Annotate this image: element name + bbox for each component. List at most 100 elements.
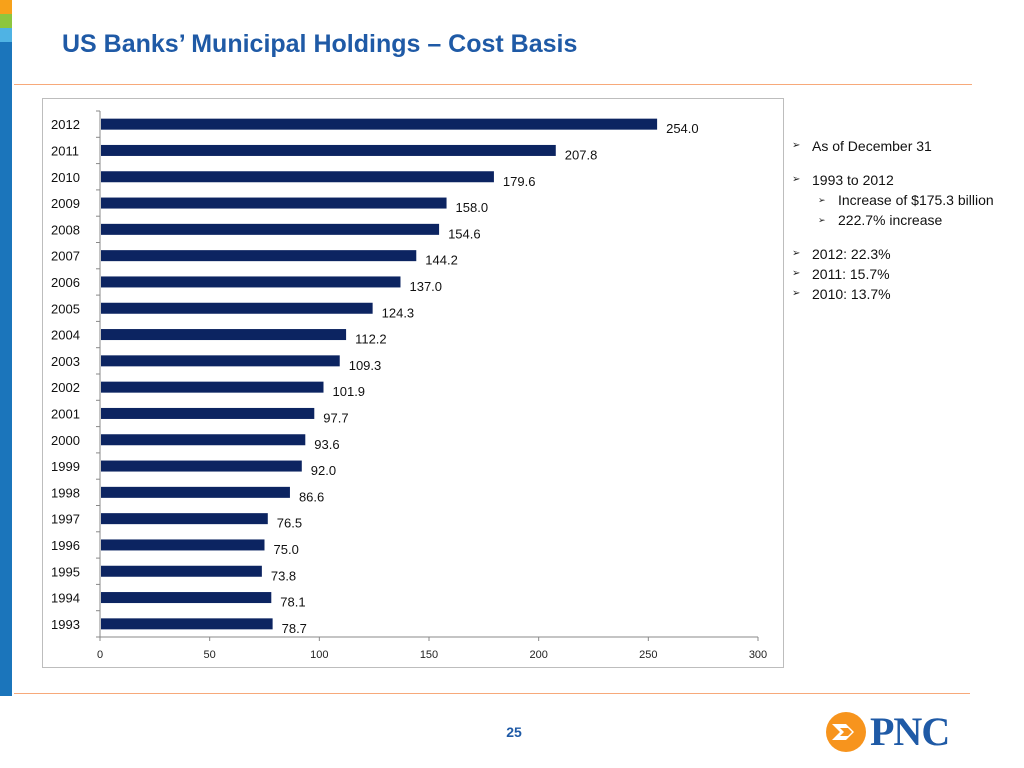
- data-label: 76.5: [277, 516, 302, 531]
- bar: [101, 302, 373, 314]
- data-label: 112.2: [355, 332, 387, 347]
- x-tick-label: 100: [310, 649, 328, 661]
- data-label: 207.8: [565, 147, 598, 162]
- x-tick-label: 200: [529, 649, 547, 661]
- bar: [101, 565, 262, 577]
- arrow-bullet-icon: ➢: [792, 174, 801, 185]
- category-label: 2002: [51, 380, 80, 395]
- bullet-spacer: [792, 230, 1020, 244]
- category-label: 2006: [51, 275, 80, 290]
- arrow-bullet-icon: ➢: [792, 248, 801, 259]
- chart-frame: 0 50 100 150 200 250 300 2012 254.0 2011 207.8 2010…: [42, 98, 784, 668]
- bar: [101, 171, 494, 183]
- category-label: 1994: [51, 591, 80, 606]
- category-label: 2000: [51, 433, 80, 448]
- sub-bullet-item: ➢ Increase of $175.3 billion: [818, 190, 1020, 210]
- bar: [101, 144, 556, 156]
- bar-chart: 0 50 100 150 200 250 300 2012 254.0 2011 207.8 2010…: [51, 110, 767, 661]
- arrow-bullet-icon: ➢: [792, 288, 801, 299]
- category-label: 2003: [51, 354, 80, 369]
- arrow-bullet-icon: ➢: [818, 195, 826, 205]
- pnc-logo: PNC: [824, 708, 974, 758]
- category-label: 1996: [51, 538, 80, 553]
- pnc-logo-icon: [826, 712, 866, 752]
- x-tick-label: 0: [97, 649, 103, 661]
- category-label: 2012: [51, 117, 80, 132]
- category-label: 1995: [51, 564, 80, 579]
- bar: [101, 460, 302, 472]
- bullet-item: ➢ 1993 to 2012: [792, 170, 1020, 190]
- bar: [101, 223, 440, 235]
- bullet-text: 2011: 15.7%: [812, 266, 890, 282]
- bar: [101, 486, 290, 498]
- category-label: 2008: [51, 222, 80, 237]
- data-label: 73.8: [271, 568, 296, 583]
- title-divider: [14, 84, 972, 85]
- bullet-text: As of December 31: [812, 138, 932, 154]
- bullet-text: 222.7% increase: [838, 212, 943, 228]
- bar: [101, 197, 447, 209]
- bullet-item: ➢ As of December 31: [792, 136, 1020, 156]
- category-label: 2010: [51, 170, 80, 185]
- bullet-text: 1993 to 2012: [812, 172, 894, 188]
- category-label: 1999: [51, 459, 80, 474]
- category-label: 2001: [51, 406, 80, 421]
- data-label: 78.1: [280, 595, 305, 610]
- data-label: 92.0: [311, 463, 336, 478]
- category-label: 1998: [51, 485, 80, 500]
- bar: [101, 513, 268, 525]
- arrow-bullet-icon: ➢: [792, 268, 801, 279]
- data-label: 144.2: [425, 253, 458, 268]
- category-label: 2009: [51, 196, 80, 211]
- bullet-spacer: [792, 156, 1020, 170]
- bar: [101, 539, 265, 551]
- x-tick-label: 250: [639, 649, 657, 661]
- accent-block-blue: [0, 28, 12, 42]
- bullet-item: ➢ 2010: 13.7%: [792, 284, 1020, 304]
- data-label: 97.7: [323, 410, 348, 425]
- data-label: 254.0: [666, 121, 699, 136]
- bar: [101, 381, 324, 393]
- bar: [101, 355, 340, 367]
- bar: [101, 276, 401, 288]
- category-label: 2005: [51, 301, 80, 316]
- bar: [101, 118, 658, 130]
- bar: [101, 250, 417, 262]
- data-label: 137.0: [409, 279, 442, 294]
- bullet-text: 2012: 22.3%: [812, 246, 891, 262]
- data-label: 101.9: [333, 384, 366, 399]
- bar: [101, 618, 273, 630]
- bullet-item: ➢ 2011: 15.7%: [792, 264, 1020, 284]
- data-label: 86.6: [299, 489, 324, 504]
- arrow-bullet-icon: ➢: [818, 215, 826, 225]
- data-label: 124.3: [382, 305, 415, 320]
- page-number: 25: [506, 724, 522, 740]
- data-label: 154.6: [448, 226, 481, 241]
- data-label: 78.7: [282, 621, 307, 636]
- bar: [101, 407, 315, 419]
- x-tick-label: 150: [420, 649, 438, 661]
- data-label: 179.6: [503, 174, 536, 189]
- x-tick-label: 50: [204, 649, 216, 661]
- slide-title: US Banks’ Municipal Holdings – Cost Basi…: [62, 30, 578, 58]
- accent-block-green: [0, 14, 12, 28]
- x-tick-label: 300: [749, 649, 767, 661]
- data-label: 158.0: [456, 200, 489, 215]
- left-accent-bar: [0, 0, 12, 696]
- category-label: 1993: [51, 617, 80, 632]
- bullet-list: ➢ As of December 31 ➢ 1993 to 2012 ➢ Increase…: [792, 136, 1020, 304]
- logo-text: PNC: [870, 709, 950, 754]
- bar: [101, 329, 347, 341]
- sub-bullet-item: ➢ 222.7% increase: [818, 210, 1020, 230]
- bullet-item: ➢ 2012: 22.3%: [792, 244, 1020, 264]
- category-label: 1997: [51, 512, 80, 527]
- bar: [101, 592, 272, 604]
- category-label: 2011: [51, 143, 79, 158]
- data-label: 75.0: [274, 542, 299, 557]
- arrow-bullet-icon: ➢: [792, 140, 801, 151]
- data-label: 93.6: [314, 437, 339, 452]
- category-label: 2004: [51, 328, 80, 343]
- footer-divider: [14, 693, 970, 694]
- data-label: 109.3: [349, 358, 382, 373]
- accent-block-orange: [0, 0, 12, 14]
